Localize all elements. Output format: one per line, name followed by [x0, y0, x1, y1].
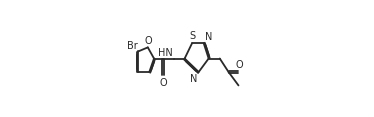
Text: O: O: [235, 60, 243, 70]
Text: N: N: [205, 32, 212, 42]
Text: HN: HN: [158, 48, 173, 58]
Text: Br: Br: [127, 41, 138, 51]
Text: N: N: [190, 74, 197, 84]
Text: O: O: [144, 36, 152, 46]
Text: S: S: [189, 31, 195, 41]
Text: O: O: [159, 78, 167, 88]
